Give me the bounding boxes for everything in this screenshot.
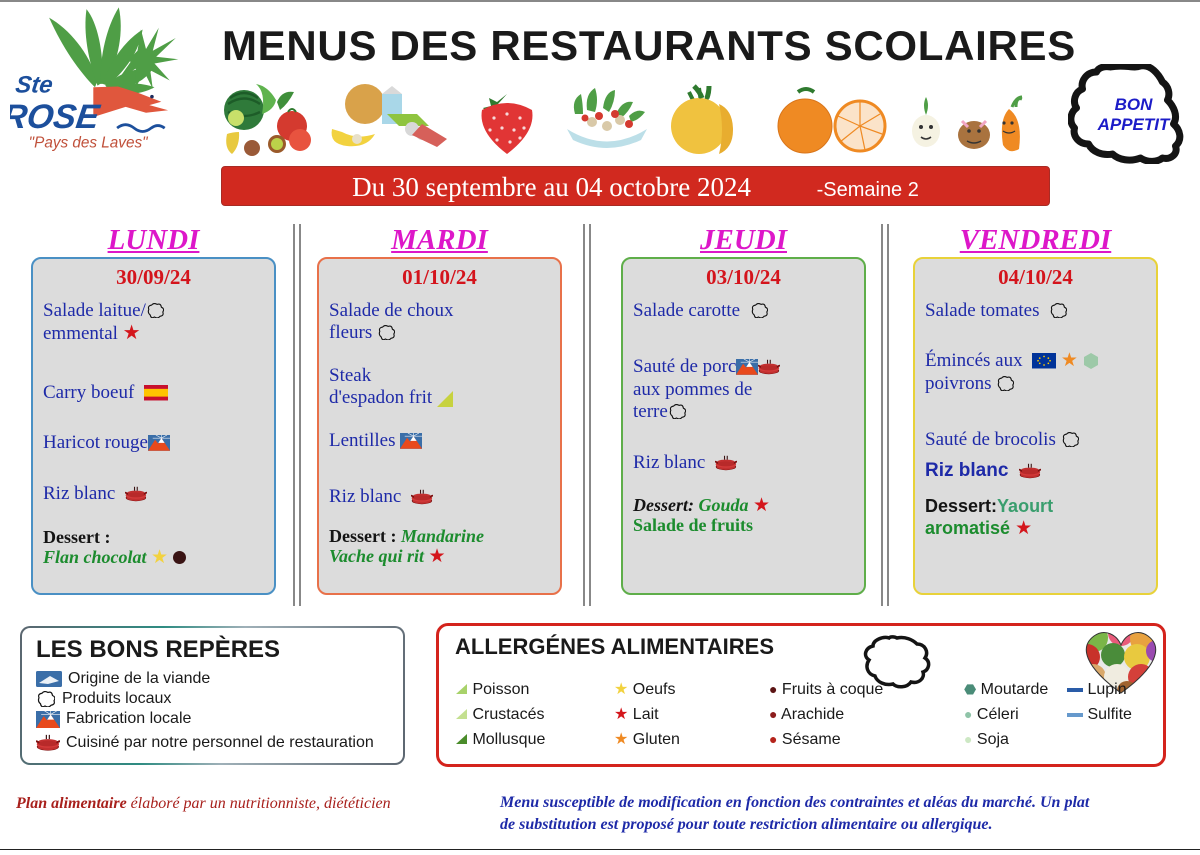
svg-text:ROSE: ROSE	[10, 98, 103, 136]
svg-text:Ste: Ste	[14, 72, 55, 99]
svg-text:BON: BON	[1115, 95, 1154, 114]
svg-text:"Pays des Laves": "Pays des Laves"	[29, 135, 148, 152]
svg-text:APPETIT: APPETIT	[1097, 115, 1171, 134]
